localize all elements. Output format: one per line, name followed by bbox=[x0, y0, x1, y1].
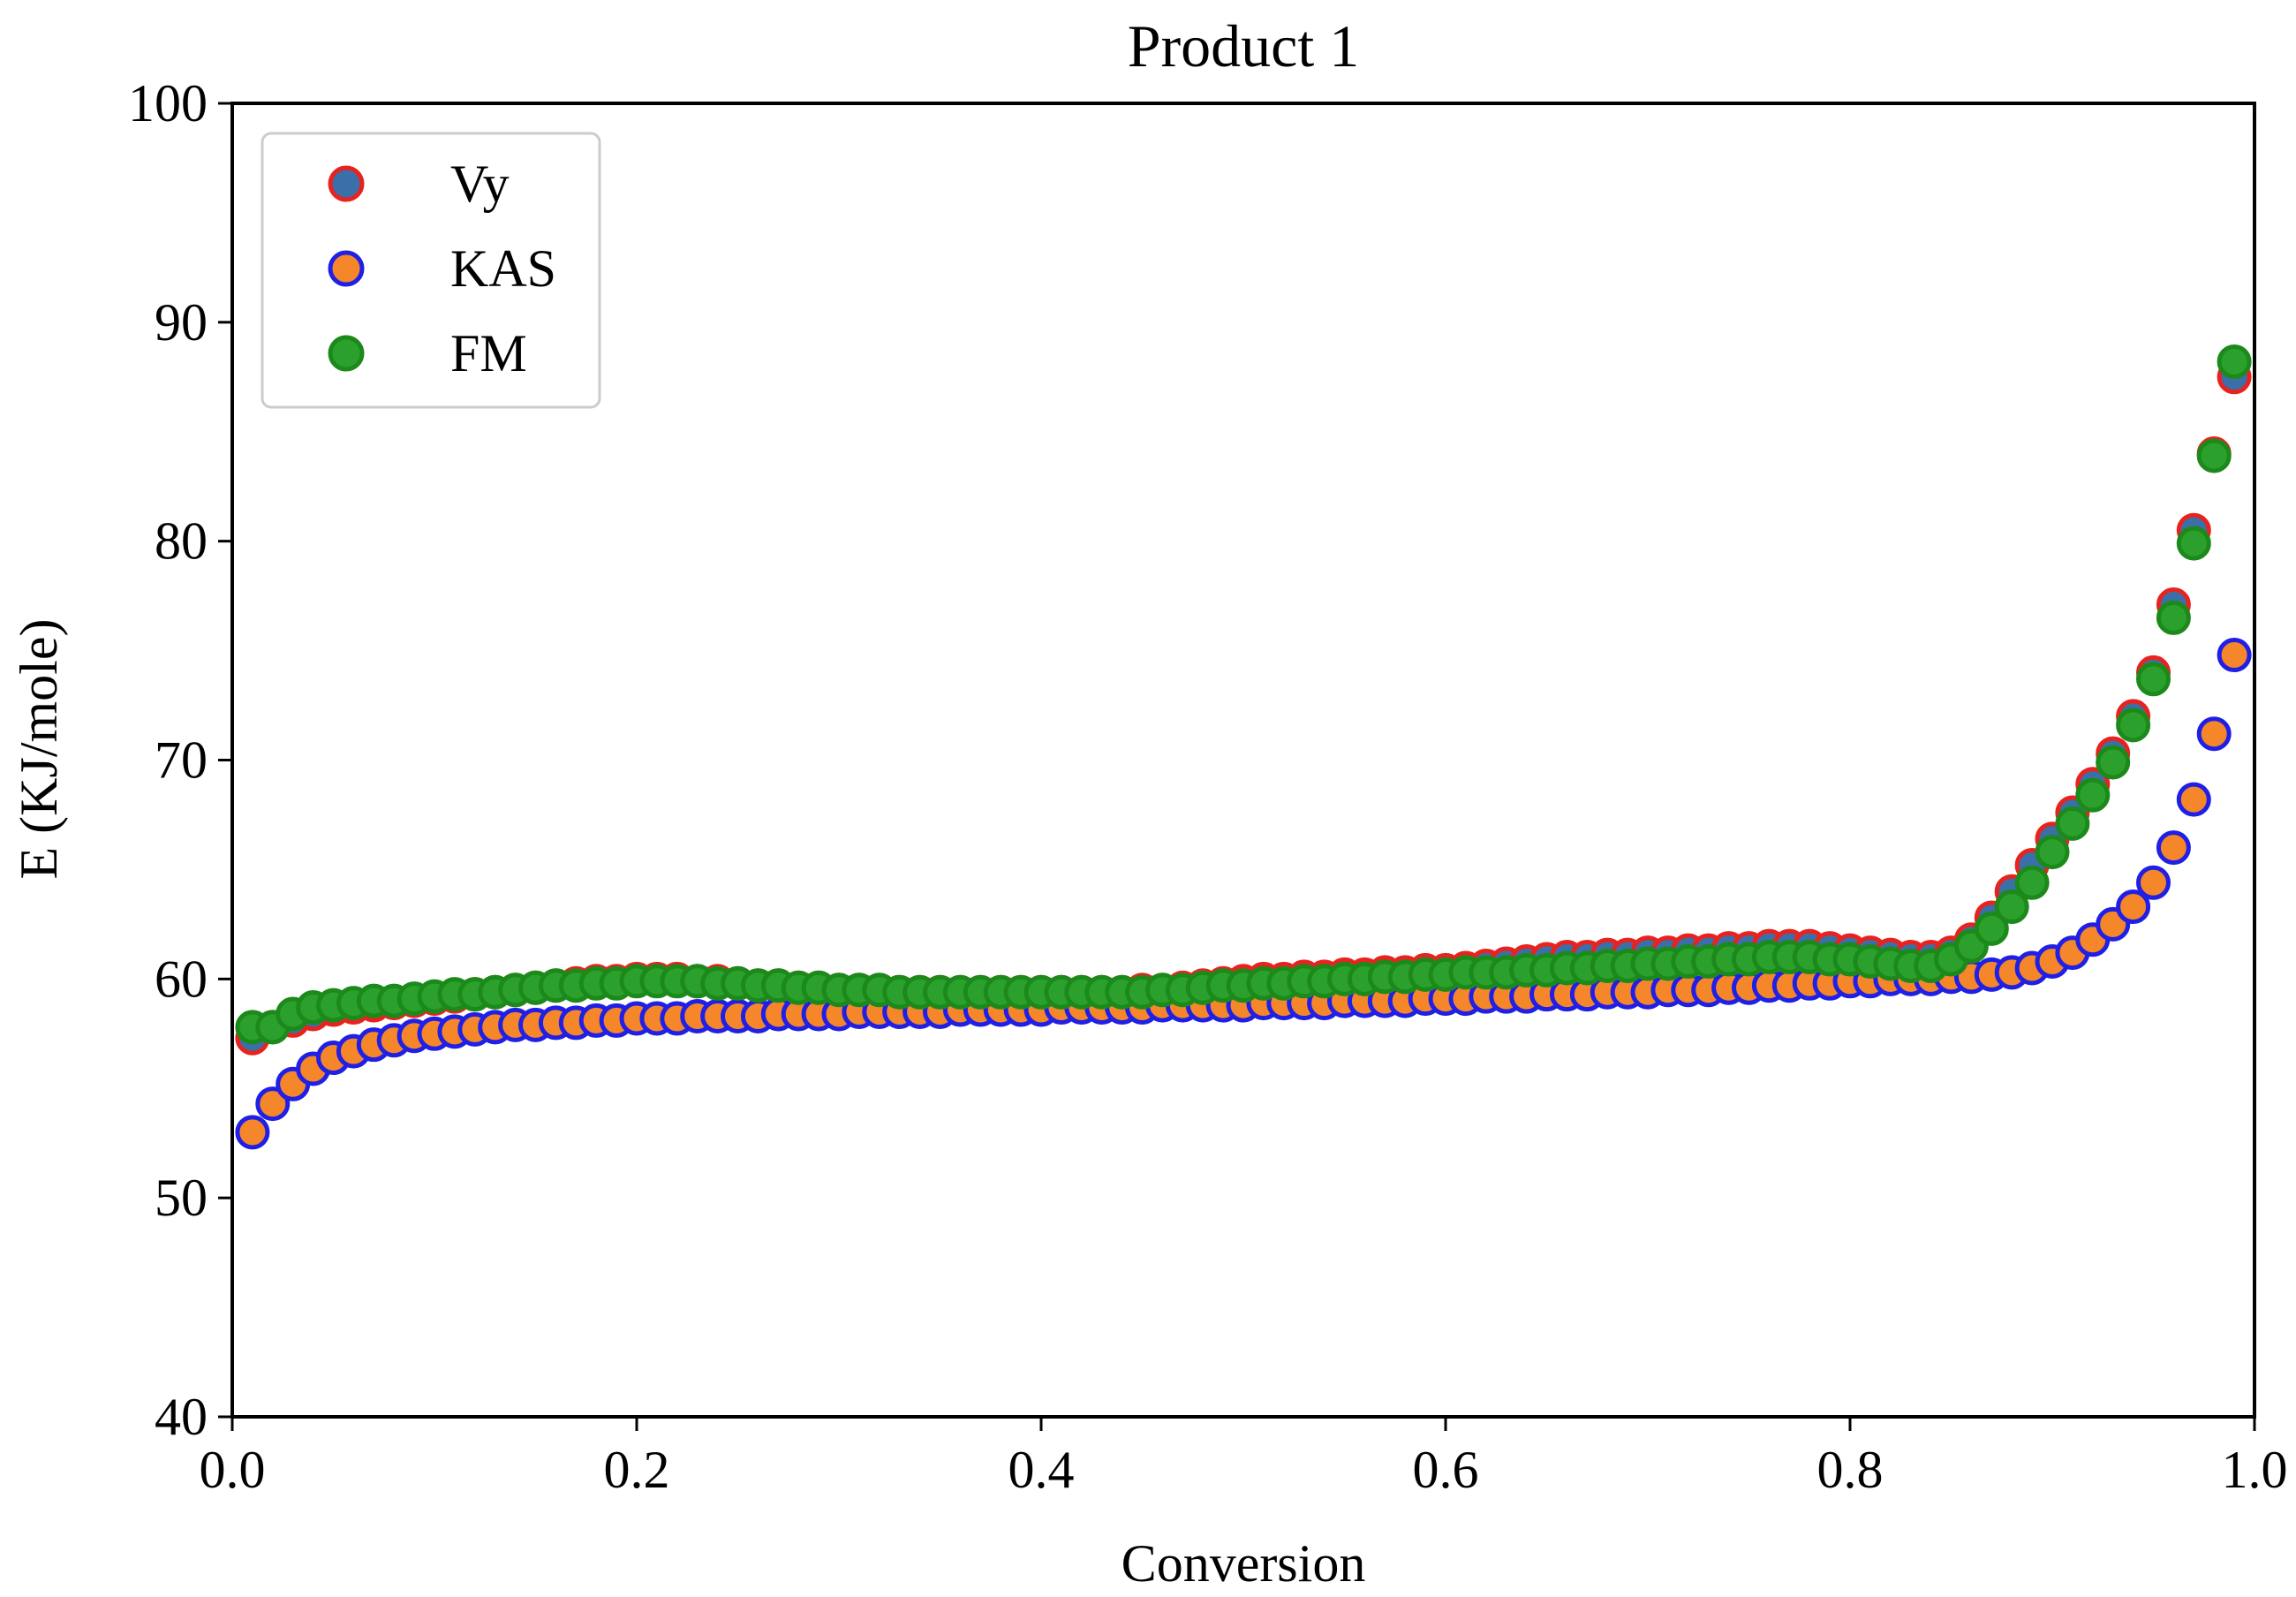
point-fm bbox=[1974, 911, 2009, 946]
legend-label-fm: FM bbox=[450, 324, 527, 382]
x-tick-label: 0.6 bbox=[1413, 1441, 1479, 1499]
legend-marker-fm bbox=[328, 335, 365, 372]
x-tick-label: 0.2 bbox=[604, 1441, 670, 1499]
point-kas bbox=[2156, 830, 2191, 866]
y-tick-label: 50 bbox=[155, 1169, 208, 1227]
legend-label-kas: KAS bbox=[450, 239, 556, 298]
y-tick-label: 60 bbox=[155, 950, 208, 1008]
point-kas bbox=[255, 1086, 291, 1122]
x-tick-label: 1.0 bbox=[2222, 1441, 2288, 1499]
x-tick-label: 0.8 bbox=[1817, 1441, 1884, 1499]
point-fm bbox=[2217, 344, 2252, 379]
point-fm bbox=[2116, 708, 2151, 743]
point-kas bbox=[2116, 889, 2151, 925]
point-kas bbox=[2196, 716, 2232, 752]
point-fm bbox=[2096, 745, 2131, 780]
y-axis-label: E (KJ/mole) bbox=[10, 619, 68, 880]
point-kas bbox=[2217, 638, 2252, 673]
point-fm bbox=[2055, 806, 2090, 841]
point-fm bbox=[2136, 662, 2171, 697]
y-tick-label: 70 bbox=[155, 731, 208, 790]
x-tick-label: 0.4 bbox=[1008, 1441, 1075, 1499]
point-fm bbox=[2035, 835, 2070, 870]
point-kas bbox=[235, 1115, 270, 1150]
series-fm bbox=[235, 344, 2252, 1045]
y-tick-label: 100 bbox=[128, 74, 208, 132]
legend-marker-vy bbox=[328, 165, 365, 202]
point-fm bbox=[1994, 889, 2029, 925]
point-fm bbox=[2014, 865, 2050, 900]
point-fm bbox=[2196, 438, 2232, 473]
chart-title: Product 1 bbox=[1128, 12, 1360, 79]
point-fm bbox=[2156, 600, 2191, 635]
point-kas bbox=[2136, 865, 2171, 900]
legend-marker-kas bbox=[328, 250, 365, 287]
y-tick-label: 80 bbox=[155, 512, 208, 571]
axis-ticks: 0.0 0.2 0.4 0.6 0.8 1.0 40 50 60 70 80 90 100 bbox=[128, 74, 2288, 1499]
data-points bbox=[235, 344, 2252, 1150]
point-fm bbox=[2075, 777, 2111, 813]
legend: Vy KAS FM bbox=[261, 132, 601, 409]
point-kas bbox=[2176, 782, 2211, 817]
x-tick-label: 0.0 bbox=[200, 1441, 266, 1499]
y-tick-label: 90 bbox=[155, 293, 208, 352]
plot-frame bbox=[230, 102, 2256, 1419]
point-fm bbox=[2176, 526, 2211, 561]
legend-label-vy: Vy bbox=[450, 155, 510, 213]
x-axis-label: Conversion bbox=[1122, 1534, 1366, 1593]
y-tick-label: 40 bbox=[155, 1388, 208, 1446]
